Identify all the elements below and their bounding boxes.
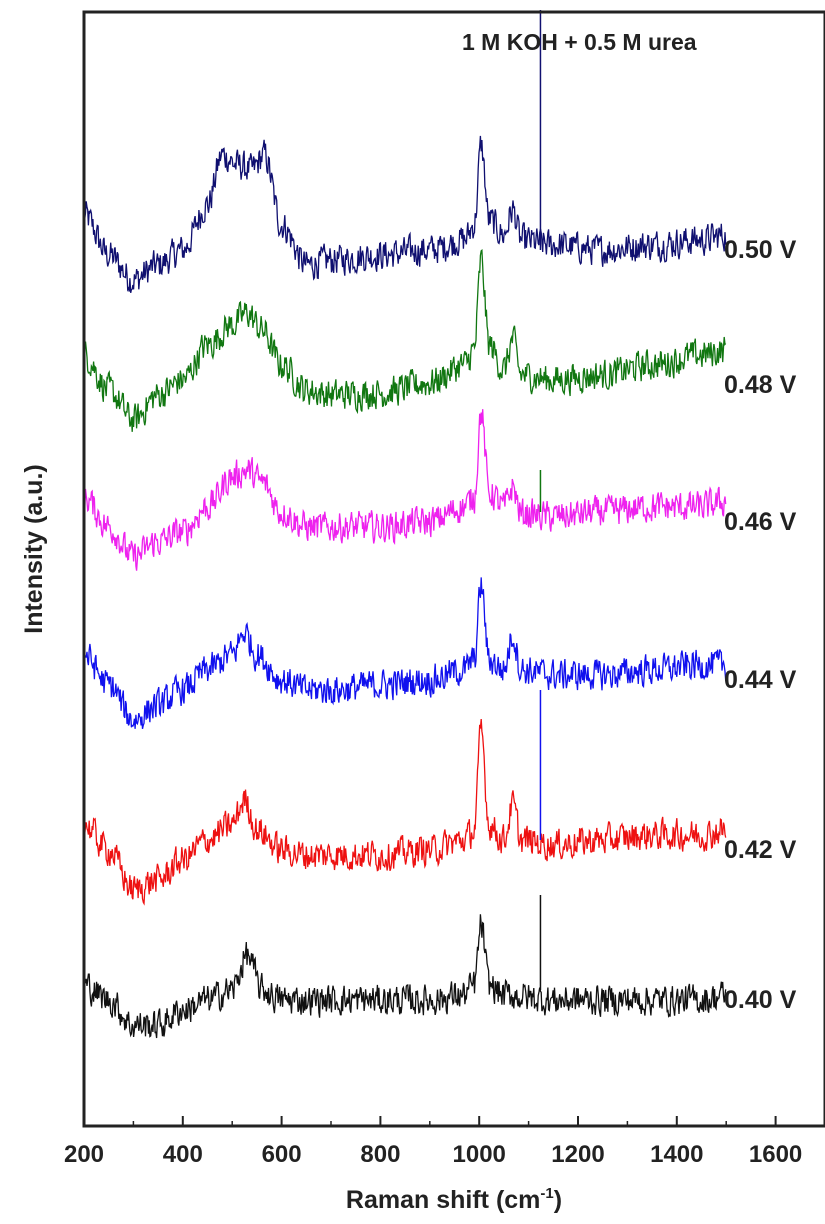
plot-frame (82, 10, 825, 1128)
series-labels: 0.50 V 0.48 V 0.46 V 0.44 V 0.42 V 0.40 V (724, 236, 797, 1014)
x-tick-label: 600 (262, 1141, 302, 1168)
x-tick-label: 800 (360, 1141, 400, 1168)
x-tick-label: 1400 (650, 1141, 703, 1168)
spectrum-044-line (83, 577, 727, 730)
x-tick-label: 200 (64, 1141, 104, 1168)
spectrum-046-line (83, 409, 727, 571)
spectrum-042-line (83, 719, 727, 906)
series-label-2: 0.46 V (724, 508, 797, 536)
spectra-traces (83, 10, 727, 1039)
x-tick-label: 1000 (453, 1141, 506, 1168)
x-axis-title-main: Raman shift (cm (346, 1186, 540, 1214)
x-axis-ticks: 200 400 600 800 1000 1200 1400 1600 (64, 1116, 825, 1168)
series-label-3: 0.44 V (724, 666, 797, 694)
spectrum-050-line (83, 135, 727, 293)
spectrum-040-line (83, 914, 727, 1039)
x-axis-title: Raman shift (cm-1) (346, 1185, 562, 1214)
x-tick-label: 400 (163, 1141, 203, 1168)
spectrum-048-line (83, 248, 727, 432)
y-axis-title: Intensity (a.u.) (20, 464, 48, 633)
x-axis-title-close: ) (554, 1186, 562, 1214)
x-tick-label: 1200 (551, 1141, 604, 1168)
chart-annotation: 1 M KOH + 0.5 M urea (462, 29, 697, 55)
series-label-0: 0.50 V (724, 236, 797, 264)
x-tick-label: 1600 (749, 1141, 802, 1168)
x-axis-title-superscript: -1 (540, 1185, 553, 1202)
series-label-5: 0.40 V (724, 986, 797, 1014)
series-label-1: 0.48 V (724, 371, 797, 399)
series-label-4: 0.42 V (724, 836, 797, 864)
